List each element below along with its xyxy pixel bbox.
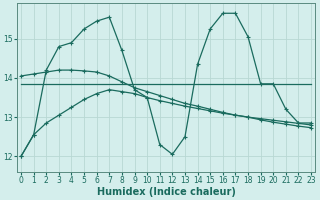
X-axis label: Humidex (Indice chaleur): Humidex (Indice chaleur) — [97, 187, 236, 197]
